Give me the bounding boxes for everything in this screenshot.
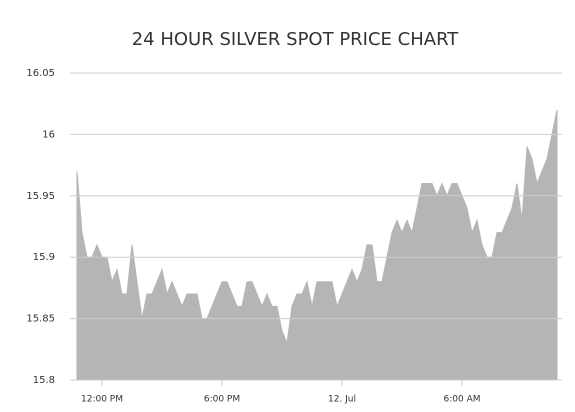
y-tick-label: 16.05: [26, 68, 55, 79]
y-tick-label: 15.85: [26, 314, 55, 325]
price-area: [76, 109, 558, 381]
y-tick-label: 15.95: [26, 191, 55, 202]
y-tick-label: 16: [42, 129, 55, 140]
y-tick-label: 15.8: [33, 375, 55, 386]
chart-title: 24 HOUR SILVER SPOT PRICE CHART: [132, 29, 460, 50]
x-tick-label: 6:00 AM: [444, 395, 481, 405]
x-tick-label: 6:00 PM: [204, 395, 240, 405]
x-tick-label: 12. Jul: [328, 395, 356, 405]
y-tick-label: 15.9: [33, 252, 55, 263]
x-tick-label: 12:00 PM: [81, 395, 123, 405]
